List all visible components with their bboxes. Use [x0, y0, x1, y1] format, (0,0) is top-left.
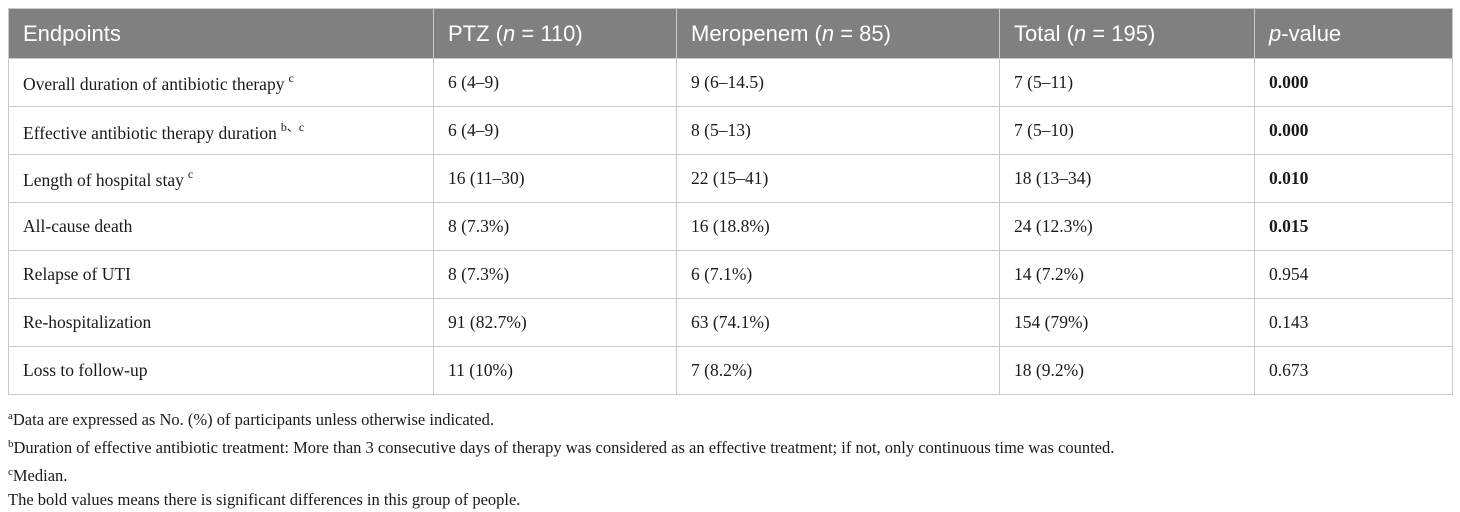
footnote-c: cMedian. [8, 466, 68, 485]
footnote-bold-note: The bold values means there is significa… [8, 490, 521, 509]
table-row: Re-hospitalization 91 (82.7%) 63 (74.1%)… [8, 298, 1453, 347]
col-header-ptz: PTZ (n = 110) [433, 8, 677, 59]
p-value-cell: 0.143 [1254, 298, 1453, 347]
table-row: Overall duration of antibiotic therapy c … [8, 58, 1453, 107]
p-value-cell: 0.673 [1254, 346, 1453, 395]
meropenem-cell: 6 (7.1%) [676, 250, 1000, 299]
ptz-cell: 6 (4–9) [433, 106, 677, 155]
ptz-cell: 91 (82.7%) [433, 298, 677, 347]
footnote-marker: c [288, 70, 294, 85]
p-value-cell: 0.000 [1254, 106, 1453, 155]
p-value-cell: 0.010 [1254, 154, 1453, 203]
meropenem-cell: 9 (6–14.5) [676, 58, 1000, 107]
col-header-meropenem: Meropenem (n = 85) [676, 8, 1000, 59]
p-value-cell: 0.015 [1254, 202, 1453, 251]
endpoint-cell: Length of hospital stay c [8, 154, 434, 203]
table-row: Length of hospital stay c 16 (11–30) 22 (… [8, 154, 1453, 203]
footnote-marker: c [187, 166, 194, 181]
total-cell: 7 (5–11) [999, 58, 1255, 107]
endpoint-cell: All-cause death [8, 202, 434, 251]
ptz-cell: 6 (4–9) [433, 58, 677, 107]
table-row: Loss to follow-up 11 (10%) 7 (8.2%) 18 (… [8, 346, 1453, 395]
table-footnotes: aData are expressed as No. (%) of partic… [8, 404, 1452, 512]
endpoint-cell: Effective antibiotic therapy duration b、c [8, 106, 434, 155]
ptz-cell: 8 (7.3%) [433, 202, 677, 251]
col-header-p-value: p-value [1254, 8, 1453, 59]
meropenem-cell: 22 (15–41) [676, 154, 1000, 203]
footnote-marker: b [8, 438, 14, 450]
endpoint-cell: Re-hospitalization [8, 298, 434, 347]
meropenem-cell: 63 (74.1%) [676, 298, 1000, 347]
total-cell: 18 (9.2%) [999, 346, 1255, 395]
footnote-a: aData are expressed as No. (%) of partic… [8, 410, 494, 429]
footnote-b: bDuration of effective antibiotic treatm… [8, 438, 1115, 457]
total-cell: 18 (13–34) [999, 154, 1255, 203]
footnote-marker: a [8, 410, 13, 422]
ptz-cell: 8 (7.3%) [433, 250, 677, 299]
col-header-endpoints: Endpoints [8, 8, 434, 59]
meropenem-cell: 16 (18.8%) [676, 202, 1000, 251]
endpoint-cell: Relapse of UTI [8, 250, 434, 299]
total-cell: 7 (5–10) [999, 106, 1255, 155]
ptz-cell: 11 (10%) [433, 346, 677, 395]
endpoint-cell: Overall duration of antibiotic therapy c [8, 58, 434, 107]
table-row: Effective antibiotic therapy duration b、c… [8, 106, 1453, 155]
total-cell: 14 (7.2%) [999, 250, 1255, 299]
total-cell: 24 (12.3%) [999, 202, 1255, 251]
endpoint-cell: Loss to follow-up [8, 346, 434, 395]
p-value-cell: 0.000 [1254, 58, 1453, 107]
table-row: All-cause death 8 (7.3%) 16 (18.8%) 24 (… [8, 202, 1453, 251]
footnote-marker: b、c [280, 119, 305, 134]
meropenem-cell: 8 (5–13) [676, 106, 1000, 155]
total-cell: 154 (79%) [999, 298, 1255, 347]
footnote-marker: c [8, 466, 13, 478]
results-table: Endpoints PTZ (n = 110) Meropenem (n = 8… [8, 8, 1453, 395]
meropenem-cell: 7 (8.2%) [676, 346, 1000, 395]
header-row: Endpoints PTZ (n = 110) Meropenem (n = 8… [8, 8, 1453, 59]
table-row: Relapse of UTI 8 (7.3%) 6 (7.1%) 14 (7.2… [8, 250, 1453, 299]
p-value-cell: 0.954 [1254, 250, 1453, 299]
col-header-total: Total (n = 195) [999, 8, 1255, 59]
ptz-cell: 16 (11–30) [433, 154, 677, 203]
